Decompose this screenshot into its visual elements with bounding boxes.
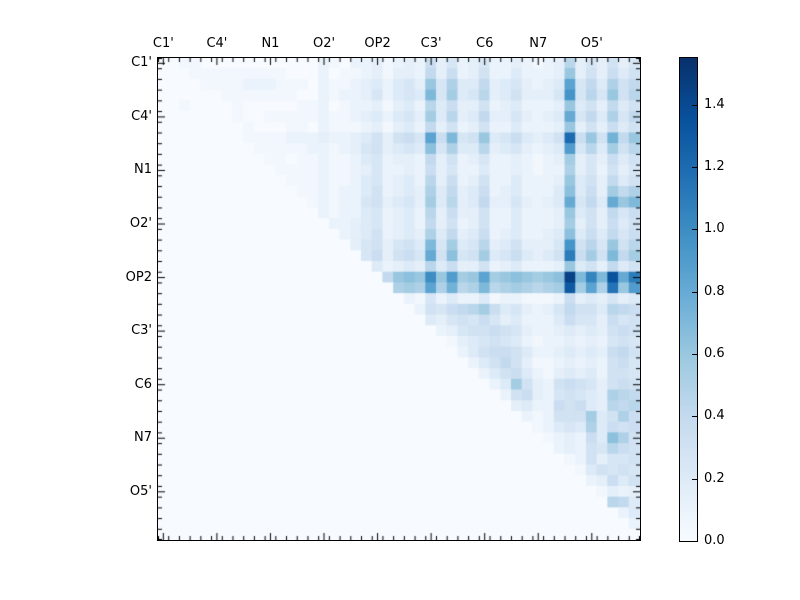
x-tick-label: C6	[476, 36, 494, 51]
colorbar-tick-label: 0.4	[704, 408, 725, 424]
colorbar-tick-mark	[692, 229, 697, 230]
heatmap-canvas	[157, 57, 641, 541]
y-tick-label: OP2	[125, 269, 152, 285]
y-tick-label: C4'	[131, 108, 152, 124]
y-tick-label: C6	[134, 376, 152, 392]
y-tick-label: C3'	[131, 323, 152, 339]
x-tick-label: N7	[529, 36, 548, 51]
colorbar-tick-mark	[692, 292, 697, 293]
x-tick-label: N1	[261, 36, 280, 51]
x-tick-label: O2'	[312, 36, 336, 51]
x-tick-label: C1'	[152, 36, 174, 51]
y-tick-label: O5'	[129, 483, 152, 499]
y-tick-label: O2'	[129, 216, 152, 232]
colorbar-tick-mark	[692, 416, 697, 417]
x-tick-label: OP2	[364, 36, 391, 51]
colorbar-tick-label: 0.0	[704, 533, 725, 548]
colorbar-tick-mark	[692, 167, 697, 168]
colorbar-tick-label: 0.2	[704, 470, 725, 486]
y-tick-label: N1	[134, 162, 152, 178]
y-tick-label: N7	[134, 430, 152, 446]
colorbar-tick-label: 1.0	[704, 221, 725, 237]
colorbar	[679, 57, 698, 542]
colorbar-tick-mark	[692, 479, 697, 480]
colorbar-tick-label: 0.6	[704, 346, 725, 362]
colorbar-tick-label: 1.4	[704, 96, 725, 112]
y-tick-label: C1'	[131, 55, 152, 71]
colorbar-tick-mark	[692, 354, 697, 355]
x-tick-label: C4'	[206, 36, 228, 51]
x-tick-label: O5'	[580, 36, 603, 51]
colorbar-tick-label: 1.2	[704, 159, 725, 175]
colorbar-tick-mark	[692, 105, 697, 106]
colorbar-tick-label: 0.8	[704, 283, 725, 299]
x-tick-label: C3'	[420, 36, 442, 51]
